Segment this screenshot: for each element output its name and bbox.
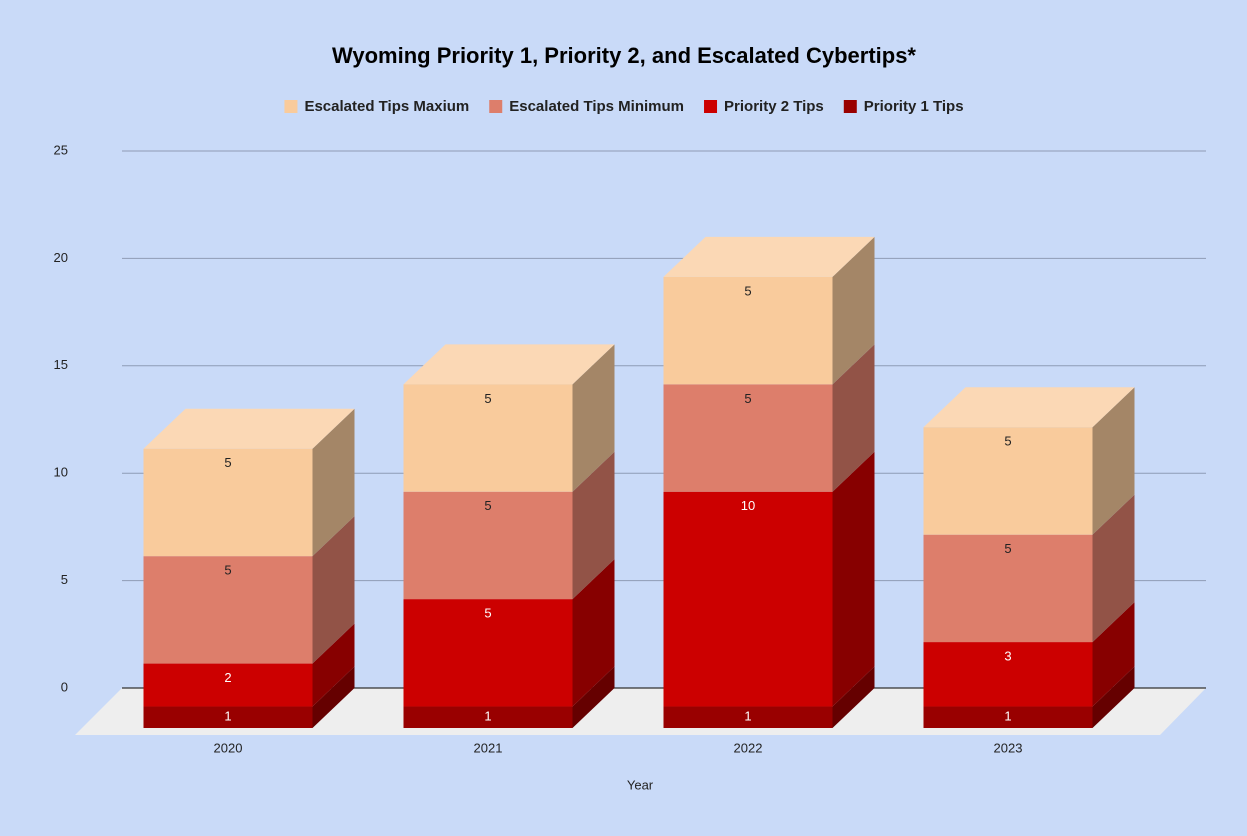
bar-side bbox=[1092, 494, 1135, 643]
bar-top bbox=[923, 387, 1135, 428]
x-tick-label: 2020 bbox=[214, 740, 243, 755]
bar-top bbox=[663, 236, 875, 277]
y-tick-label: 15 bbox=[54, 357, 68, 372]
legend-label: Priority 2 Tips bbox=[724, 98, 824, 115]
bar bbox=[923, 706, 1093, 728]
bar bbox=[663, 276, 833, 385]
bar-side bbox=[312, 516, 355, 664]
data-label: 2 bbox=[224, 670, 231, 685]
data-label: 1 bbox=[224, 709, 231, 724]
bar-side bbox=[832, 236, 875, 385]
legend-label: Escalated Tips Maxium bbox=[304, 98, 469, 115]
bar bbox=[663, 491, 833, 707]
bar bbox=[143, 448, 313, 557]
bar bbox=[143, 556, 313, 664]
x-tick-label: 2023 bbox=[994, 740, 1023, 755]
floor bbox=[75, 688, 1206, 735]
y-tick-label: 0 bbox=[61, 679, 68, 694]
legend-swatch bbox=[843, 100, 857, 113]
bar-side bbox=[832, 666, 875, 728]
bar bbox=[143, 706, 313, 728]
bar-side bbox=[832, 344, 875, 492]
bar-side bbox=[572, 344, 615, 492]
bar-side bbox=[832, 451, 875, 707]
bar-top bbox=[403, 344, 615, 385]
bar-side bbox=[572, 559, 615, 707]
data-label: 5 bbox=[744, 391, 751, 406]
bar bbox=[663, 706, 833, 728]
legend: Escalated Tips Maxium Escalated Tips Mini… bbox=[284, 98, 964, 115]
legend-label: Escalated Tips Minimum bbox=[509, 98, 684, 115]
bar-side bbox=[1092, 387, 1135, 535]
data-label: 5 bbox=[1004, 434, 1011, 449]
bar bbox=[403, 599, 573, 707]
legend-swatch bbox=[284, 100, 298, 113]
data-label: 5 bbox=[484, 606, 491, 621]
bar bbox=[403, 706, 573, 728]
y-tick-label: 20 bbox=[54, 250, 68, 265]
bar-side bbox=[572, 451, 615, 600]
legend-swatch bbox=[489, 100, 503, 113]
bar-side bbox=[1092, 666, 1135, 728]
bar-side bbox=[312, 408, 355, 557]
data-label: 10 bbox=[741, 498, 755, 513]
data-label: 5 bbox=[224, 455, 231, 470]
bar-side bbox=[312, 666, 355, 728]
bar bbox=[403, 384, 573, 492]
x-axis-title: Year bbox=[627, 777, 654, 792]
data-label: 5 bbox=[224, 563, 231, 578]
bar-side bbox=[1092, 602, 1135, 707]
bar bbox=[403, 491, 573, 600]
data-label: 1 bbox=[1004, 709, 1011, 724]
y-tick-label: 5 bbox=[61, 572, 68, 587]
bar bbox=[143, 663, 313, 707]
data-label: 1 bbox=[744, 709, 751, 724]
chart-title: Wyoming Priority 1, Priority 2, and Esca… bbox=[332, 43, 916, 68]
data-label: 5 bbox=[1004, 541, 1011, 556]
data-label: 1 bbox=[484, 709, 491, 724]
bar-side bbox=[572, 666, 615, 728]
bar bbox=[923, 534, 1093, 643]
x-tick-label: 2022 bbox=[734, 740, 763, 755]
x-tick-label: 2021 bbox=[474, 740, 503, 755]
bar bbox=[663, 384, 833, 492]
data-label: 3 bbox=[1004, 649, 1011, 664]
y-tick-label: 10 bbox=[54, 465, 68, 480]
legend-swatch bbox=[704, 100, 718, 113]
data-label: 5 bbox=[484, 391, 491, 406]
bar bbox=[923, 642, 1093, 707]
legend-label: Priority 1 Tips bbox=[864, 98, 964, 115]
bar-top bbox=[143, 408, 355, 449]
y-tick-label: 25 bbox=[54, 142, 68, 157]
data-label: 5 bbox=[484, 498, 491, 513]
bar-side bbox=[312, 623, 355, 707]
bar bbox=[923, 427, 1093, 535]
data-label: 5 bbox=[744, 283, 751, 298]
